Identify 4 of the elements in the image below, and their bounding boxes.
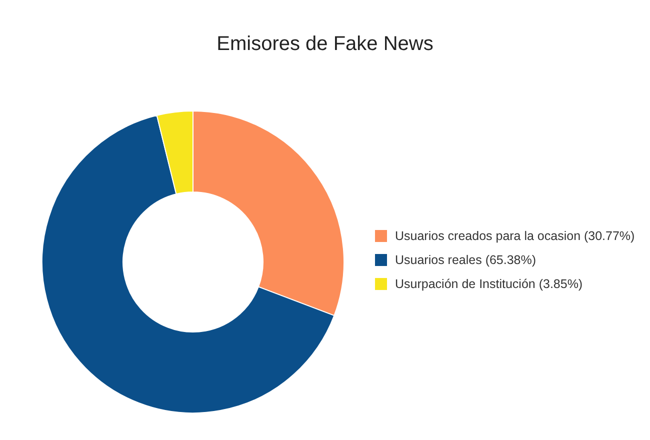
- legend-label: Usuarios reales (65.38%): [395, 253, 536, 267]
- chart-title: Emisores de Fake News: [216, 33, 434, 55]
- legend-label: Usuarios creados para la ocasion (30.77%): [395, 229, 635, 243]
- legend-label: Usurpación de Institución (3.85%): [395, 277, 583, 291]
